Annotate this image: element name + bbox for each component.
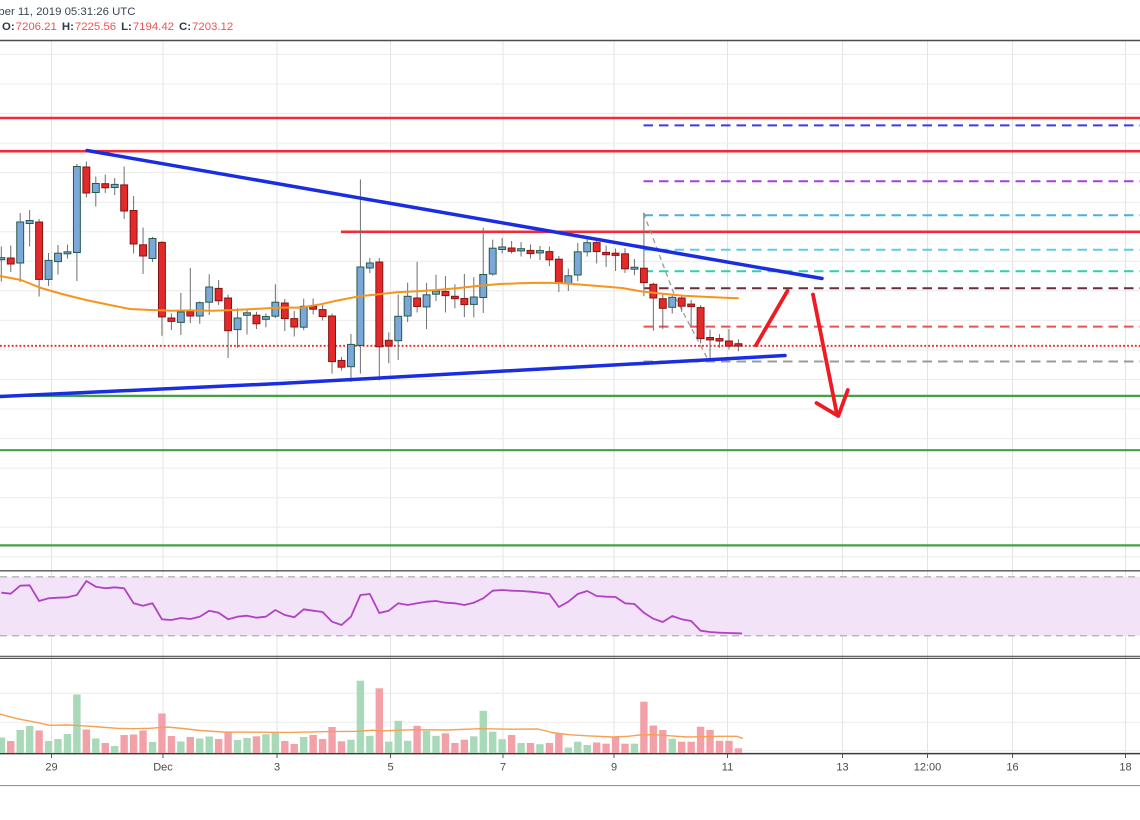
svg-text:9: 9 (611, 762, 617, 774)
svg-text:11: 11 (722, 762, 733, 774)
svg-text:5: 5 (387, 762, 393, 774)
svg-text:29: 29 (45, 762, 57, 774)
svg-text:3: 3 (274, 762, 280, 774)
svg-text:December 11, 2019 05:31:26 UTC: December 11, 2019 05:31:26 UTC (0, 6, 135, 18)
svg-text:18: 18 (1119, 762, 1131, 774)
svg-text:13: 13 (836, 762, 848, 774)
svg-text:12:00: 12:00 (914, 762, 942, 774)
svg-text:16: 16 (1006, 762, 1018, 774)
svg-text:7: 7 (500, 762, 506, 774)
svg-text:O:7206.21H:7225.56L:7194.42C:7: O:7206.21 H:7225.56 L:7194.42 C:7203.12 (2, 21, 233, 33)
svg-text:Dec: Dec (153, 762, 173, 774)
